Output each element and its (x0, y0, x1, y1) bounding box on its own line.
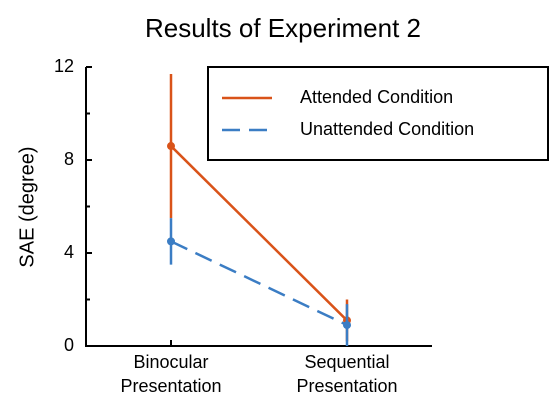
y-tick-label: 4 (64, 242, 74, 262)
point (343, 321, 351, 330)
point (167, 237, 175, 246)
series-line (170, 145, 348, 322)
legend-label: Attended Condition (300, 87, 453, 107)
chart-title: Results of Experiment 2 (145, 13, 421, 43)
point (167, 142, 175, 151)
y-tick-label: 0 (64, 335, 74, 355)
y-tick-label: 12 (54, 56, 74, 76)
y-tick-label: 8 (64, 149, 74, 169)
x-tick-label: Binocular Presentation (120, 352, 222, 396)
legend-box (207, 66, 549, 161)
legend-label: Unattended Condition (300, 119, 474, 139)
x-tick-label: Sequential Presentation (296, 352, 398, 396)
y-axis-label: SAE (degree) (16, 146, 38, 267)
series-line (170, 240, 348, 327)
